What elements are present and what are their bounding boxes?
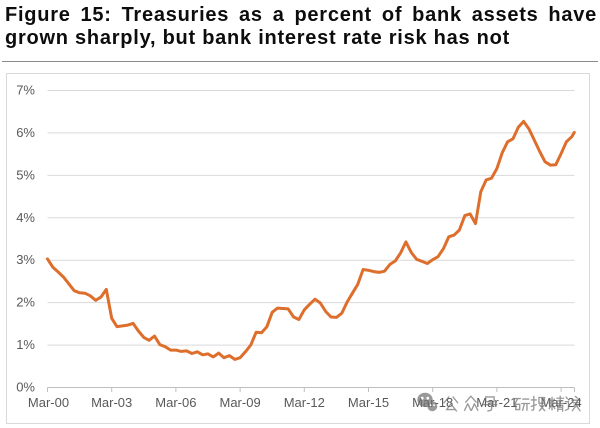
svg-text:Mar-15: Mar-15 [348, 395, 389, 410]
svg-text:Mar-12: Mar-12 [284, 395, 325, 410]
svg-text:1%: 1% [16, 337, 35, 352]
svg-text:Mar-06: Mar-06 [155, 395, 196, 410]
svg-text:5%: 5% [16, 167, 35, 182]
svg-text:6%: 6% [16, 125, 35, 140]
svg-text:Mar-03: Mar-03 [91, 395, 132, 410]
svg-text:7%: 7% [16, 83, 35, 98]
svg-text:3%: 3% [16, 252, 35, 267]
svg-text:0%: 0% [16, 380, 35, 395]
svg-text:2%: 2% [16, 295, 35, 310]
svg-text:Mar-09: Mar-09 [220, 395, 261, 410]
svg-text:4%: 4% [16, 210, 35, 225]
svg-text:Mar-00: Mar-00 [28, 395, 69, 410]
svg-text:Mar-21: Mar-21 [476, 395, 517, 410]
